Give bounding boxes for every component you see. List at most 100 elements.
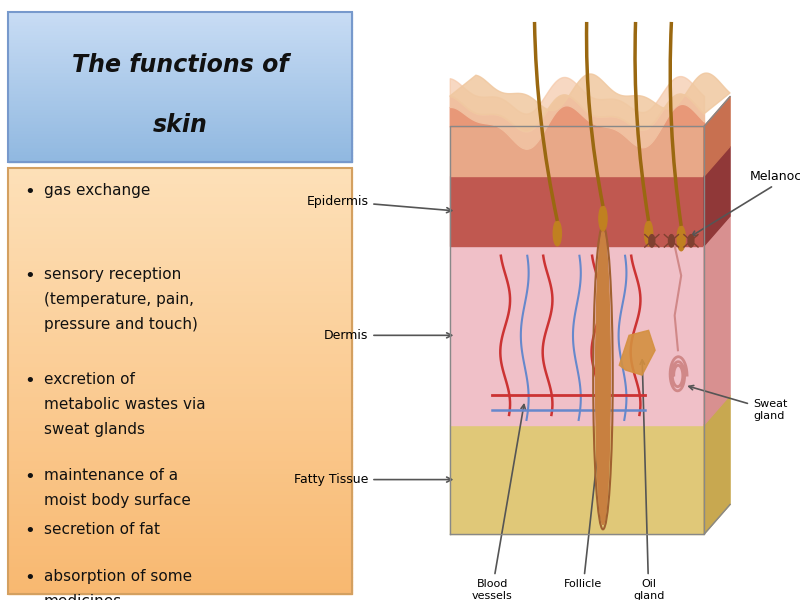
Bar <box>8 547 352 551</box>
Bar <box>8 385 352 389</box>
Bar <box>8 181 352 185</box>
Bar <box>8 116 352 117</box>
Text: Epidermis: Epidermis <box>306 194 452 212</box>
Bar <box>8 304 352 308</box>
Bar <box>8 347 352 351</box>
Bar <box>8 279 352 283</box>
Bar <box>8 84 352 85</box>
Bar <box>8 51 352 52</box>
Bar <box>8 168 352 172</box>
Bar <box>8 483 352 487</box>
Text: sweat glands: sweat glands <box>44 422 145 437</box>
Bar <box>8 52 352 54</box>
Bar <box>8 21 352 22</box>
Polygon shape <box>450 73 730 131</box>
Bar <box>8 535 352 539</box>
Ellipse shape <box>649 235 654 247</box>
Bar <box>8 66 352 67</box>
Bar <box>8 90 352 92</box>
Bar <box>8 108 352 109</box>
Bar <box>8 128 352 129</box>
Bar <box>8 262 352 266</box>
Bar <box>8 253 352 257</box>
Bar <box>8 137 352 138</box>
Ellipse shape <box>596 231 610 524</box>
Text: Blood
vessels: Blood vessels <box>472 404 526 600</box>
Bar <box>8 287 352 292</box>
Bar <box>8 57 352 58</box>
Bar <box>8 411 352 415</box>
Bar <box>8 296 352 300</box>
Text: pressure and touch): pressure and touch) <box>44 317 198 332</box>
Bar <box>8 79 352 81</box>
Polygon shape <box>450 176 704 246</box>
Text: Follicle: Follicle <box>564 410 604 589</box>
Bar <box>8 449 352 454</box>
Bar <box>8 270 352 275</box>
Bar <box>8 58 352 60</box>
Bar <box>8 131 352 132</box>
Bar <box>8 34 352 36</box>
Bar <box>8 72 352 73</box>
Bar <box>8 159 352 161</box>
Bar <box>8 194 352 198</box>
Text: Fatty Tissue: Fatty Tissue <box>294 473 452 486</box>
Bar <box>8 75 352 76</box>
Bar <box>8 586 352 590</box>
Bar <box>8 470 352 475</box>
Bar <box>8 156 352 157</box>
Bar <box>8 45 352 46</box>
Bar <box>8 292 352 296</box>
Bar <box>8 283 352 287</box>
Bar <box>8 96 352 97</box>
Text: •: • <box>24 522 34 540</box>
Bar <box>8 275 352 279</box>
Bar <box>8 338 352 343</box>
Bar <box>8 257 352 262</box>
Bar <box>8 49 352 51</box>
Bar <box>8 37 352 39</box>
Polygon shape <box>704 216 730 425</box>
Bar <box>8 505 352 509</box>
Bar <box>8 134 352 135</box>
Bar <box>8 123 352 124</box>
Bar <box>8 432 352 436</box>
Bar <box>8 146 352 147</box>
Bar <box>8 82 352 84</box>
Bar <box>8 13 352 15</box>
Polygon shape <box>450 127 704 176</box>
Bar <box>8 466 352 470</box>
Bar <box>8 81 352 82</box>
Bar <box>8 236 352 241</box>
Bar <box>8 110 352 111</box>
Bar <box>8 147 352 149</box>
Bar <box>8 129 352 130</box>
Bar <box>8 176 352 181</box>
Polygon shape <box>704 97 730 176</box>
Bar <box>8 102 352 103</box>
Bar <box>8 122 352 123</box>
Text: skin: skin <box>153 113 207 136</box>
Bar <box>8 28 352 30</box>
Ellipse shape <box>669 235 674 247</box>
Bar <box>8 31 352 33</box>
Text: Oil
gland: Oil gland <box>633 360 664 600</box>
Bar <box>8 144 352 146</box>
Bar <box>8 15 352 16</box>
Bar <box>8 509 352 513</box>
Bar <box>8 266 352 270</box>
Bar <box>8 500 352 505</box>
Bar <box>8 475 352 479</box>
Bar <box>8 223 352 227</box>
Text: The functions of: The functions of <box>72 52 288 76</box>
Bar <box>8 89 352 90</box>
Bar <box>8 99 352 100</box>
Bar <box>8 158 352 159</box>
Bar <box>8 85 352 87</box>
Bar <box>8 126 352 127</box>
Bar <box>8 87 352 88</box>
Bar <box>8 564 352 568</box>
Bar <box>8 120 352 121</box>
Bar <box>8 543 352 547</box>
Bar <box>8 398 352 402</box>
